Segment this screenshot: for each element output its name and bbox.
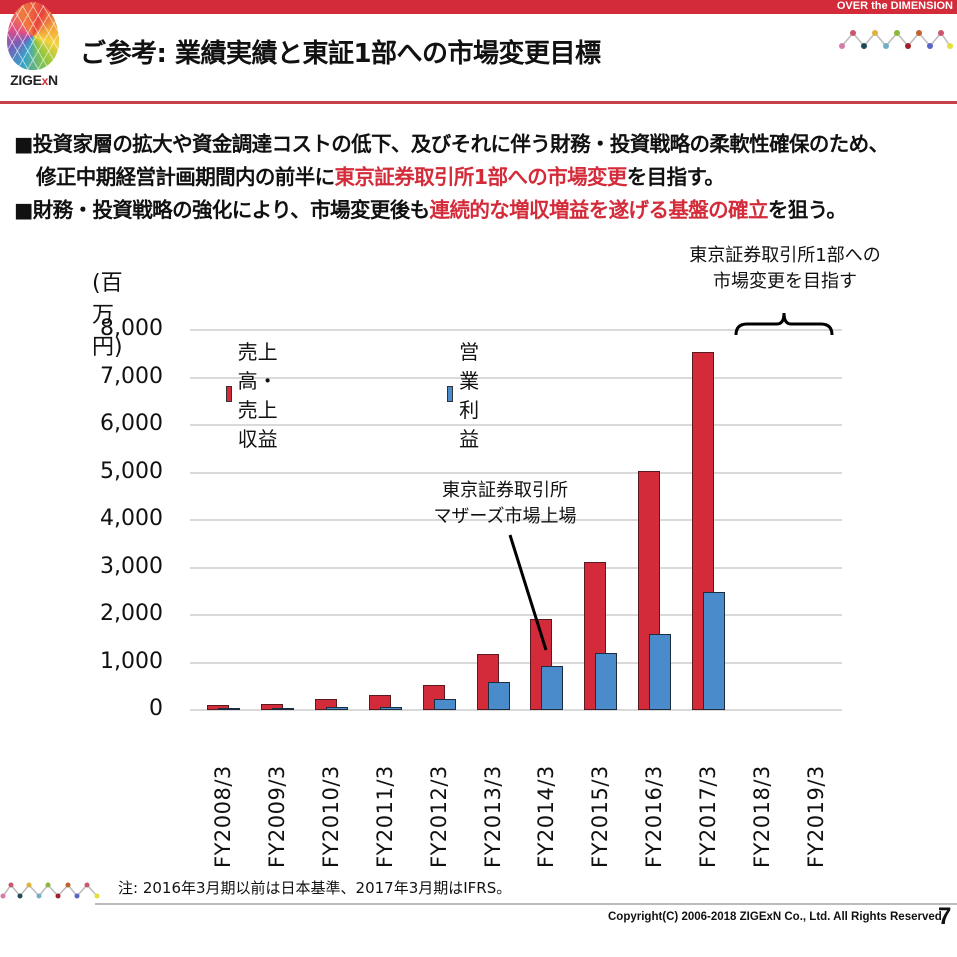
x-tick-label: FY2017/3 xyxy=(696,765,721,868)
x-tick-label: FY2010/3 xyxy=(318,765,343,868)
gridline xyxy=(190,566,842,569)
x-tick-label: FY2012/3 xyxy=(426,765,451,868)
bar-operating-profit xyxy=(541,666,564,710)
bullet-2: ■財務・投資戦略の強化により、市場変更後も連続的な増収増益を遂げる基盤の確立を狙… xyxy=(14,198,847,222)
gridline xyxy=(190,661,842,664)
bullet-1-line-1: ■投資家層の拡大や資金調達コストの低下、及びそれに伴う財務・投資戦略の柔軟性確保… xyxy=(14,132,889,156)
y-tick-label: 5,000 xyxy=(100,458,163,484)
x-tick-label: FY2011/3 xyxy=(372,765,397,868)
bar-operating-profit xyxy=(595,652,618,710)
y-tick-label: 6,000 xyxy=(100,411,163,436)
legend-swatch-blue xyxy=(447,386,454,402)
bullet-1-line-2: 修正中期経営計画期間内の前半に東京証券取引所1部への市場変更を目指す。 xyxy=(36,165,725,189)
x-tick-label: FY2008/3 xyxy=(211,765,235,868)
gridline xyxy=(190,376,842,379)
legend-swatch-red xyxy=(226,386,232,402)
bar-operating-profit xyxy=(433,699,456,710)
x-tick-label: FY2013/3 xyxy=(480,765,505,868)
footer-divider xyxy=(95,903,957,905)
title-divider xyxy=(0,101,957,104)
bar-operating-profit xyxy=(703,591,726,710)
page-title: ご参考: 業績実績と東証1部への市場変更目標 xyxy=(80,39,601,69)
logo-egg-icon xyxy=(7,2,59,70)
bar-operating-profit xyxy=(325,706,348,710)
logo-wordmark: ZIGExN xyxy=(10,72,58,88)
x-tick-label: FY2019/3 xyxy=(803,765,828,868)
copyright: Copyright(C) 2006-2018 ZIGExN Co., Ltd. … xyxy=(608,911,945,923)
dot-chain-footer-decoration-icon xyxy=(0,882,100,899)
legend-item-revenue: 売上高・売上収益 xyxy=(226,336,286,452)
y-tick-label: 0 xyxy=(149,696,163,721)
gridline xyxy=(190,519,842,521)
bar-operating-profit xyxy=(379,706,402,710)
gridline xyxy=(190,614,842,616)
y-tick-label: 8,000 xyxy=(100,316,163,341)
y-tick-label: 1,000 xyxy=(100,648,163,674)
bullet-list: ■投資家層の拡大や資金調達コストの低下、及びそれに伴う財務・投資戦略の柔軟性確保… xyxy=(14,128,889,227)
annotation-pointer-line-icon xyxy=(508,534,548,651)
gridline xyxy=(190,424,842,426)
tagline: OVER the DIMENSION xyxy=(836,0,953,12)
y-tick-label: 4,000 xyxy=(100,506,163,531)
annotation-tse-first-section: 東京証券取引所1部への 市場変更を目指す xyxy=(689,245,881,292)
dot-chain-decoration-icon xyxy=(839,30,953,49)
bar-operating-profit xyxy=(271,708,294,710)
curly-brace-icon xyxy=(734,312,834,336)
page-number: 7 xyxy=(938,903,952,930)
gridline xyxy=(190,329,842,331)
highlight-text: 連続的な増収増益を遂げる基盤の確立 xyxy=(429,198,769,222)
y-axis-unit: (百万円) xyxy=(92,271,123,360)
x-tick-label: FY2014/3 xyxy=(534,765,559,868)
gridline xyxy=(190,471,842,474)
highlight-text: 東京証券取引所1部への市場変更 xyxy=(334,165,628,189)
x-tick-label: FY2009/3 xyxy=(264,765,289,868)
y-tick-label: 3,000 xyxy=(100,553,163,579)
bar-operating-profit xyxy=(649,633,672,710)
y-tick-label: 7,000 xyxy=(100,363,163,389)
company-logo: ZIGExN xyxy=(4,2,62,94)
top-banner: OVER the DIMENSION xyxy=(0,0,957,14)
y-tick-label: 2,000 xyxy=(100,601,163,626)
x-tick-label: FY2015/3 xyxy=(588,765,613,868)
bar-operating-profit xyxy=(218,708,240,710)
footnote: 注: 2016年3月期以前は日本基準、2017年3月期はIFRS。 xyxy=(118,879,512,897)
annotation-mothers-listing: 東京証券取引所 マザーズ市場上場 xyxy=(433,480,577,527)
x-tick-label: FY2016/3 xyxy=(642,765,667,868)
x-tick-label: FY2018/3 xyxy=(750,765,774,868)
gridline xyxy=(190,709,842,711)
legend-item-operating-profit: 営業利益 xyxy=(447,336,487,452)
bar-operating-profit xyxy=(487,681,510,710)
